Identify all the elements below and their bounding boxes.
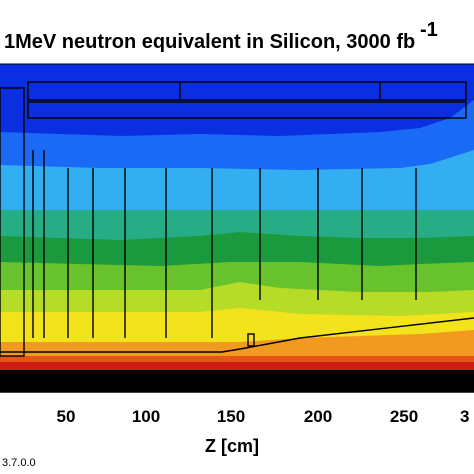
detector-outlines: [0, 81, 474, 357]
x-tick-label: 3: [460, 407, 469, 426]
x-axis-ticks: 50 100 150 200 250 3: [57, 407, 470, 426]
band-black: [0, 370, 474, 392]
x-axis-label: Z [cm]: [205, 436, 259, 456]
outline-small-box: [247, 333, 255, 347]
x-tick-label: 250: [390, 407, 418, 426]
x-tick-label: 200: [304, 407, 332, 426]
outline-left-block: [0, 87, 25, 357]
outline-top-outer: [27, 81, 467, 101]
x-tick-label: 150: [217, 407, 245, 426]
plot-area: [0, 64, 474, 392]
outline-top-inner: [27, 101, 467, 119]
outline-support-cone: [0, 317, 474, 353]
chart-title: 1MeV neutron equivalent in Silicon, 3000…: [4, 31, 415, 53]
x-tick-label: 50: [57, 407, 76, 426]
chart-title-superscript: -1: [420, 19, 438, 41]
x-tick-label: 100: [132, 407, 160, 426]
software-version-label: 3.7.0.0: [2, 457, 36, 469]
